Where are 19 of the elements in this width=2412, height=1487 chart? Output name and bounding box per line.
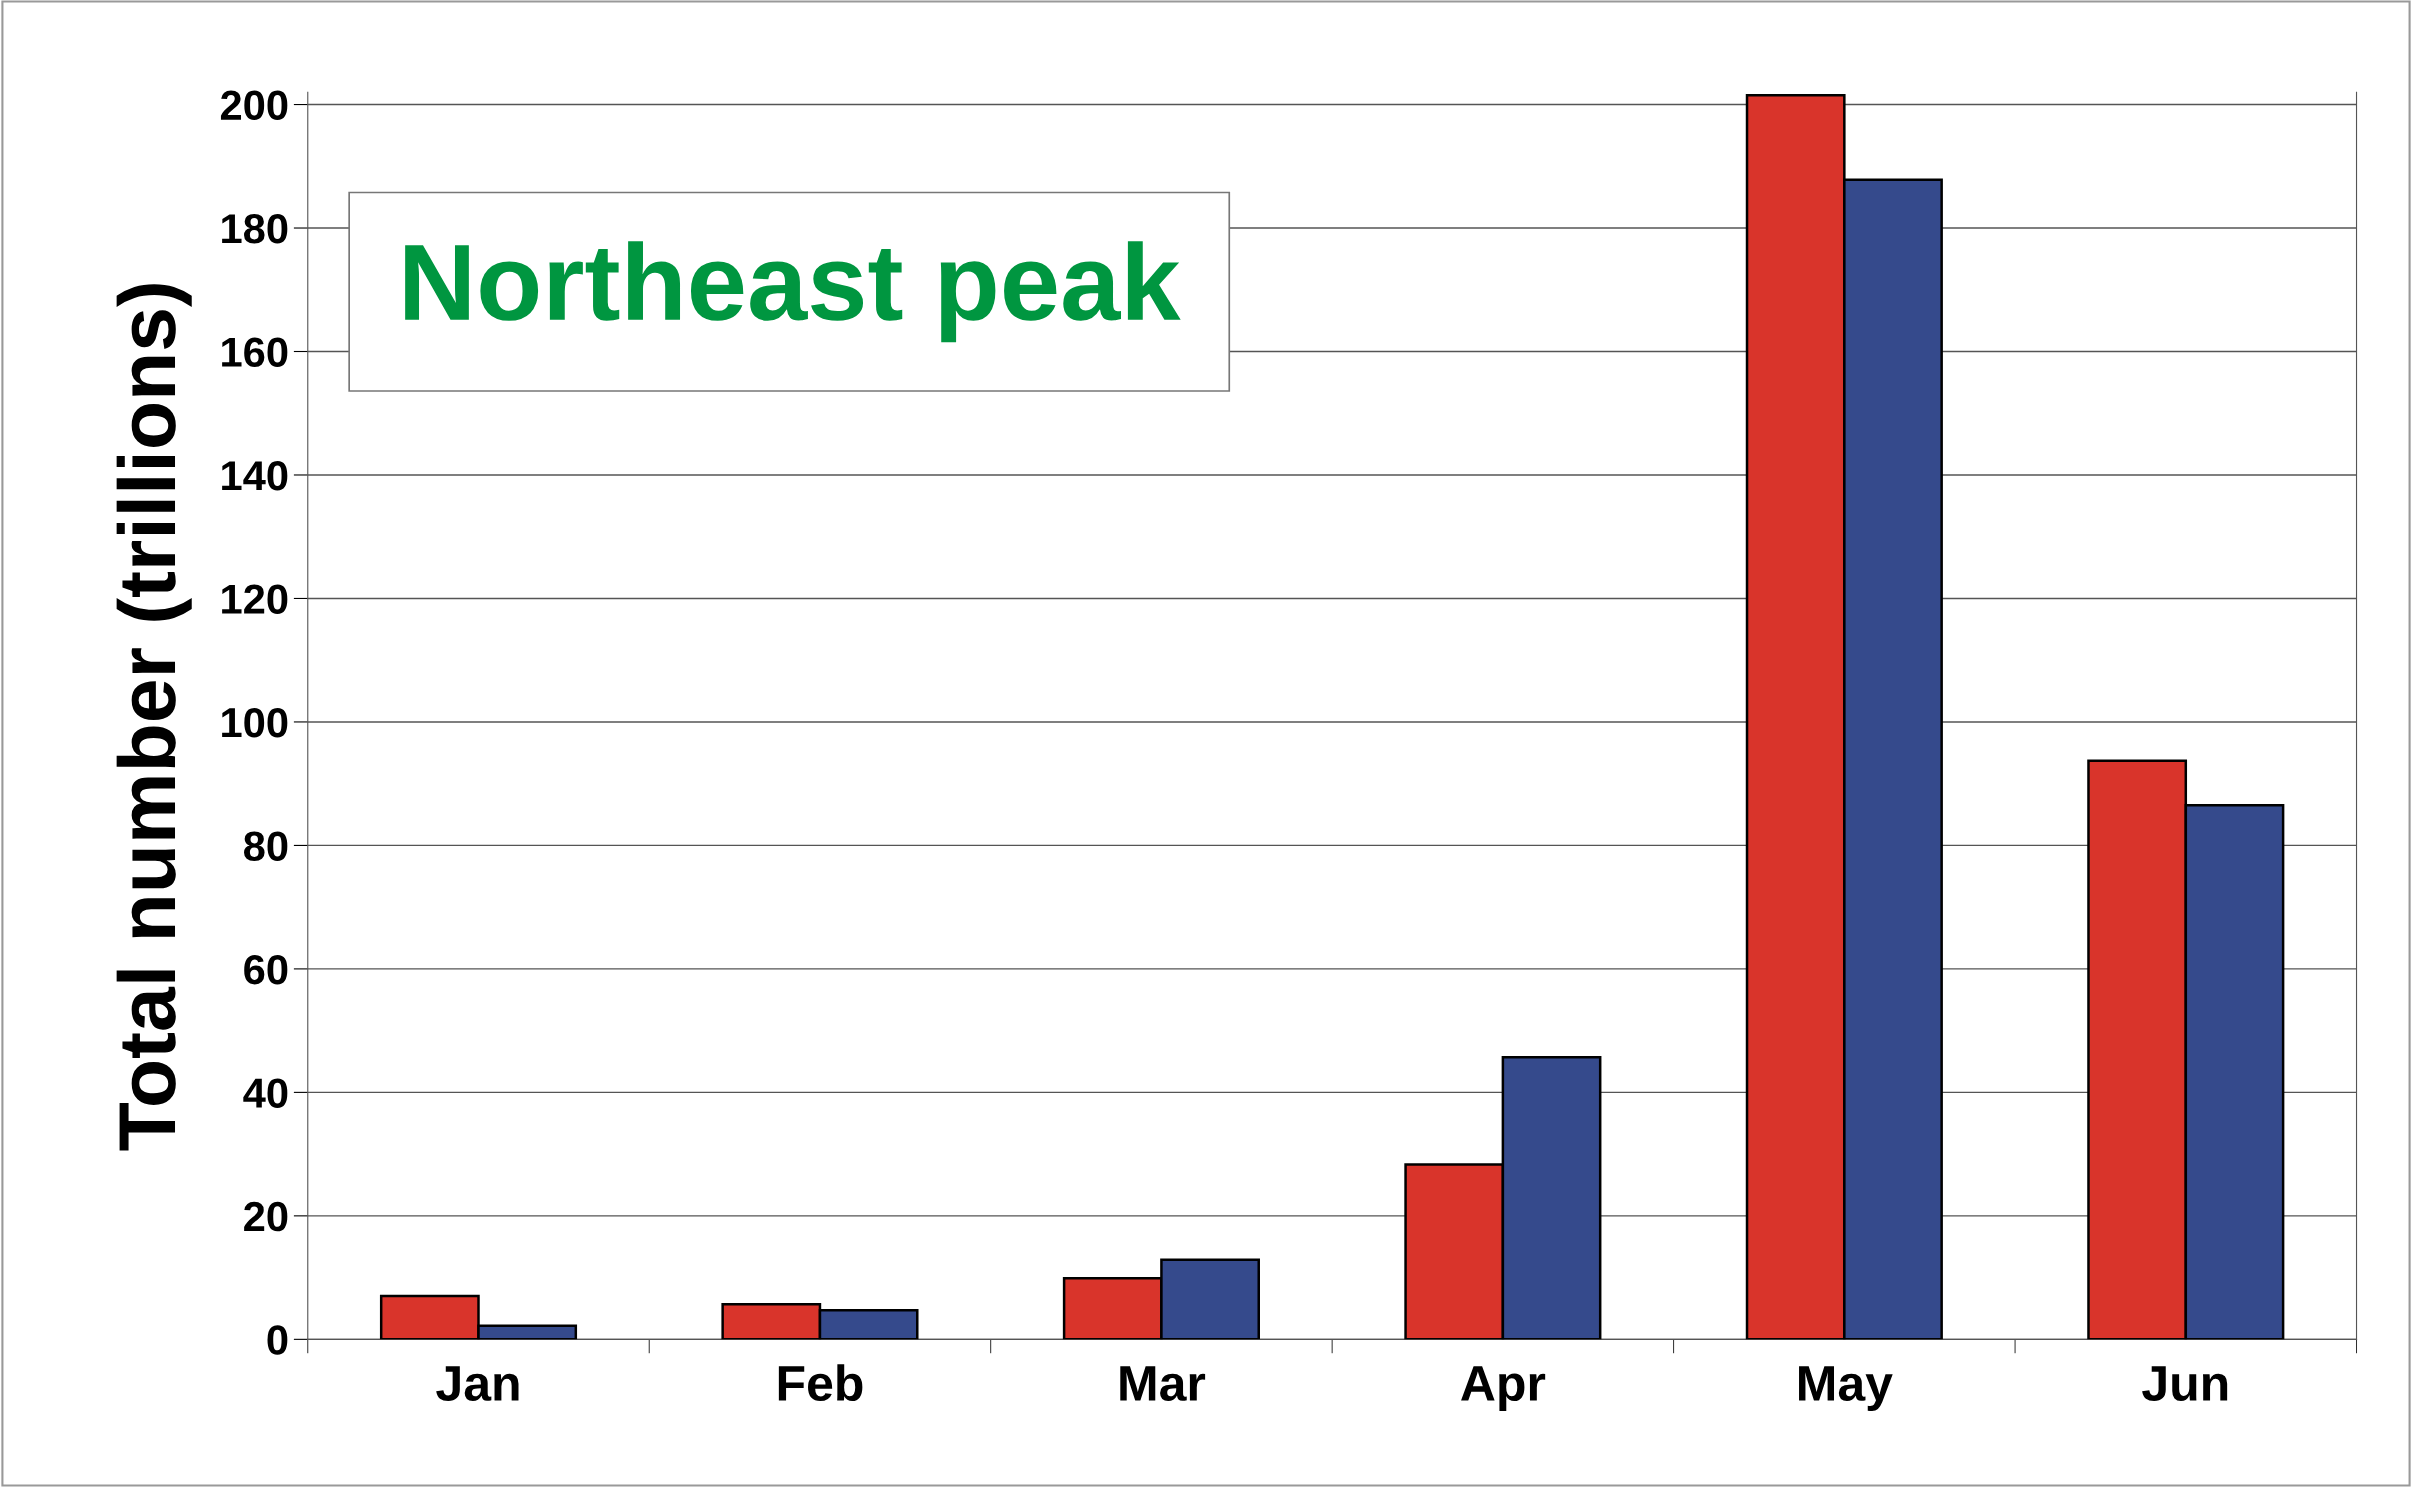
x-tick-label: May <box>1799 1366 1893 1411</box>
annotation: Northeast peak <box>405 241 1181 343</box>
y-tick-label: 40 <box>243 1078 288 1108</box>
y-tick-label: 60 <box>244 954 288 985</box>
y-tick-label: 140 <box>222 460 288 491</box>
y-tick-label: 80 <box>244 831 288 861</box>
x-tick-label: Apr <box>1461 1366 1546 1411</box>
y-tick-label: 160 <box>222 337 288 368</box>
y-tick-label: 100 <box>222 707 288 738</box>
x-tick-label: Feb <box>778 1364 863 1402</box>
x-tick-label: Jan <box>436 1366 519 1402</box>
y-tick-label: 120 <box>222 584 288 614</box>
y-tick-label: 0 <box>267 1325 288 1355</box>
y-tick-label: 200 <box>220 90 288 121</box>
x-tick-label: Jun <box>2142 1366 2228 1402</box>
y-tick-label: 180 <box>222 214 288 244</box>
y-tick-label: 20 <box>244 1201 288 1232</box>
x-tick-label: Mar <box>1120 1366 1206 1402</box>
y-axis-title: Total number (trillions) <box>116 284 192 1151</box>
